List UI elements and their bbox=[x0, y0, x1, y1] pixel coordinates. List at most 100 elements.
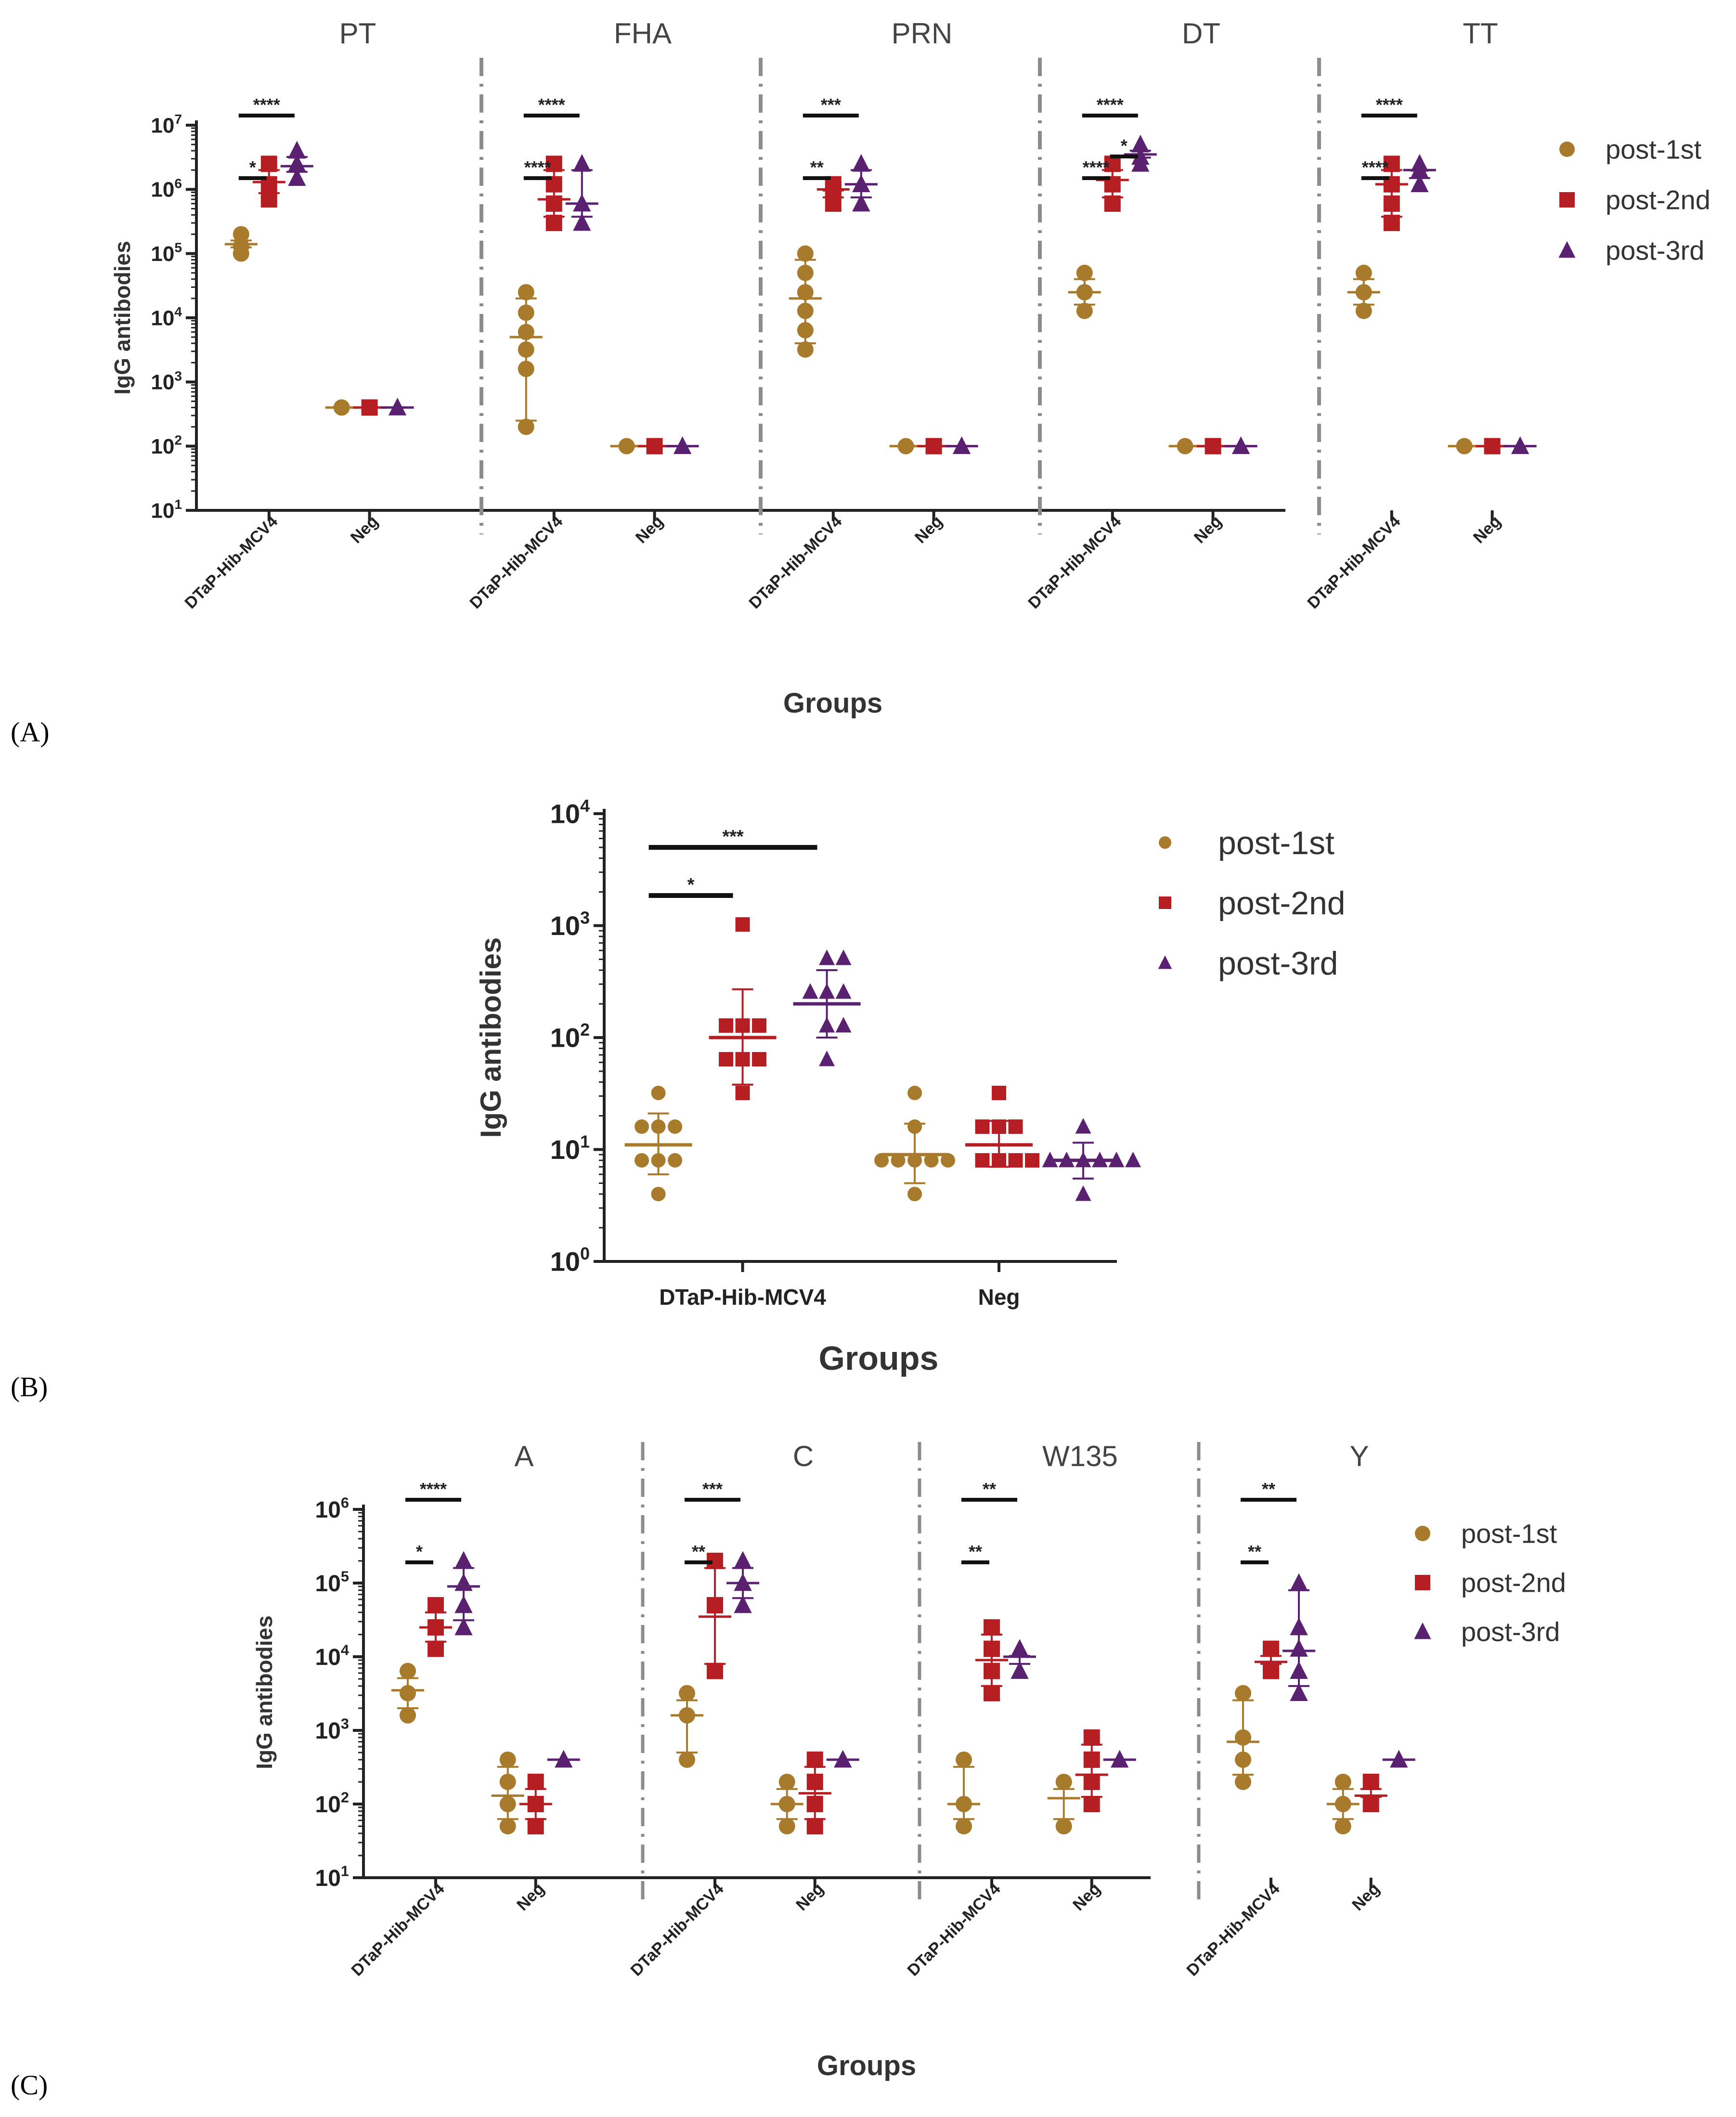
data-point bbox=[400, 1662, 416, 1679]
data-point bbox=[428, 1640, 444, 1657]
legend-label: post-2nd bbox=[1218, 885, 1346, 922]
x-axis-title: Groups bbox=[817, 2050, 916, 2081]
data-point bbox=[1104, 195, 1121, 212]
y-tick-label: 102 bbox=[315, 1789, 349, 1818]
significance-label: ** bbox=[810, 157, 824, 177]
data-point bbox=[941, 1153, 956, 1168]
data-point bbox=[454, 1551, 473, 1569]
data-point bbox=[400, 1685, 416, 1701]
data-point bbox=[1383, 156, 1400, 172]
legend-label: post-3rd bbox=[1218, 945, 1338, 982]
subplot-title: W135 bbox=[1042, 1440, 1118, 1472]
data-point bbox=[778, 1818, 795, 1835]
significance-label: *** bbox=[821, 95, 841, 115]
significance-label: * bbox=[416, 1542, 423, 1561]
data-point bbox=[1383, 215, 1400, 232]
data-point bbox=[668, 1153, 683, 1168]
x-axis-title: Groups bbox=[783, 688, 882, 719]
data-point bbox=[1055, 1773, 1072, 1790]
data-point bbox=[1011, 1661, 1029, 1679]
data-point bbox=[1235, 1685, 1252, 1701]
data-point bbox=[735, 1086, 750, 1101]
legend-marker bbox=[1414, 1622, 1431, 1639]
data-point bbox=[907, 1119, 922, 1134]
y-tick-label: 101 bbox=[151, 497, 182, 522]
significance-label: ** bbox=[969, 1542, 982, 1561]
data-point bbox=[975, 1153, 990, 1168]
data-point bbox=[992, 1153, 1007, 1168]
y-tick-label: 103 bbox=[315, 1715, 349, 1744]
data-point bbox=[735, 1018, 750, 1033]
subplot-title: A bbox=[514, 1440, 533, 1472]
data-point bbox=[527, 1818, 544, 1835]
data-point bbox=[573, 154, 591, 172]
data-point bbox=[260, 156, 277, 172]
data-point bbox=[802, 983, 818, 999]
data-point bbox=[1263, 1662, 1280, 1679]
data-point bbox=[1334, 1773, 1351, 1790]
data-point bbox=[719, 1052, 734, 1067]
y-tick-label: 106 bbox=[315, 1494, 349, 1523]
legend-label: post-1st bbox=[1606, 134, 1702, 165]
data-point bbox=[797, 341, 814, 358]
legend-marker bbox=[1559, 142, 1575, 157]
legend-marker bbox=[1559, 192, 1575, 208]
subplot-title: DT bbox=[1182, 17, 1220, 50]
data-point bbox=[984, 1640, 1000, 1657]
data-point bbox=[797, 284, 814, 300]
data-point bbox=[707, 1597, 724, 1614]
data-point bbox=[806, 1751, 823, 1768]
x-tick-label: Neg bbox=[978, 1285, 1020, 1310]
data-point bbox=[984, 1685, 1000, 1701]
significance-label: ** bbox=[1248, 1542, 1261, 1561]
legend-label: post-3rd bbox=[1606, 235, 1704, 266]
y-tick-label: 104 bbox=[151, 304, 182, 330]
data-point bbox=[924, 1153, 939, 1168]
data-point bbox=[518, 304, 534, 321]
data-point bbox=[806, 1818, 823, 1835]
legend-marker bbox=[1558, 241, 1576, 258]
data-point bbox=[752, 1018, 767, 1033]
data-point bbox=[1008, 1153, 1023, 1168]
data-point bbox=[1411, 174, 1429, 193]
y-tick-label: 106 bbox=[151, 176, 182, 201]
data-point bbox=[1362, 1796, 1379, 1812]
data-point bbox=[288, 141, 306, 159]
data-point bbox=[499, 1773, 516, 1790]
data-point bbox=[752, 1052, 767, 1067]
data-point bbox=[1083, 1729, 1100, 1746]
significance-label: *** bbox=[722, 827, 744, 847]
data-point bbox=[651, 1187, 666, 1202]
legend-marker bbox=[1415, 1575, 1430, 1590]
data-point bbox=[852, 194, 870, 212]
data-point bbox=[797, 264, 814, 281]
data-point bbox=[679, 1685, 696, 1701]
data-point bbox=[499, 1796, 516, 1812]
panel-letter: (B) bbox=[11, 1371, 48, 1403]
significance-label: **** bbox=[1362, 157, 1389, 177]
legend-marker bbox=[1158, 955, 1172, 969]
data-point bbox=[518, 361, 534, 377]
data-point bbox=[1290, 1617, 1308, 1636]
legend: post-1st post-2nd post-3rd bbox=[1414, 1519, 1566, 1647]
data-point bbox=[679, 1751, 696, 1768]
panel-letter: (C) bbox=[11, 2069, 48, 2101]
data-point bbox=[975, 1119, 990, 1134]
data-point bbox=[1290, 1661, 1308, 1679]
data-point bbox=[1083, 1773, 1100, 1790]
data-point bbox=[400, 1707, 416, 1724]
data-point bbox=[233, 238, 249, 255]
data-point bbox=[825, 195, 842, 212]
data-point bbox=[527, 1773, 544, 1790]
data-point bbox=[835, 983, 852, 999]
subplot-main: DTaP-Hib-MCV4 Neg**** bbox=[624, 827, 1141, 1310]
data-point bbox=[545, 156, 562, 172]
data-point bbox=[819, 949, 835, 965]
data-point bbox=[1355, 302, 1372, 319]
data-point bbox=[835, 1017, 852, 1033]
data-point bbox=[797, 322, 814, 338]
data-point bbox=[635, 1119, 649, 1134]
significance-label: **** bbox=[524, 157, 551, 177]
data-point bbox=[1235, 1773, 1252, 1790]
